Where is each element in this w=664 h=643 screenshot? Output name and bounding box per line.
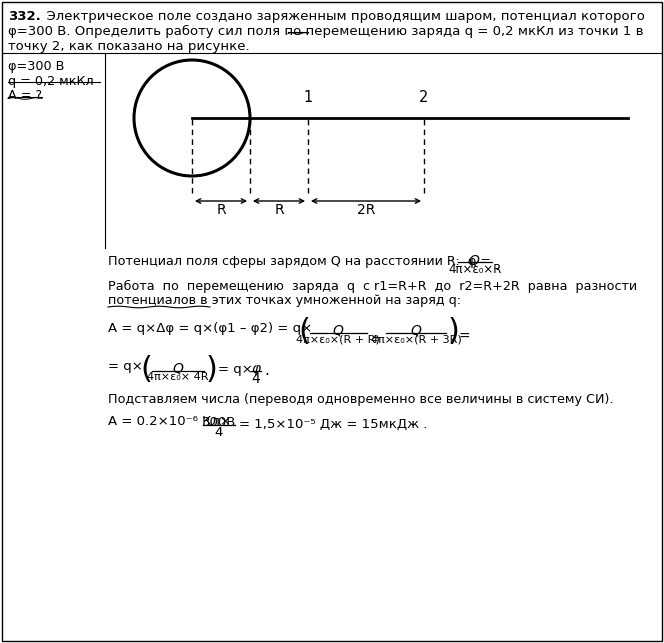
Text: .: . — [494, 258, 499, 273]
Text: 4π×ε₀×R: 4π×ε₀×R — [448, 263, 502, 276]
Text: 2R: 2R — [357, 203, 375, 217]
Text: 300В: 300В — [202, 416, 236, 429]
Text: =: = — [459, 330, 471, 344]
Text: 2: 2 — [419, 90, 429, 105]
Text: 4π×ε₀×(R + R): 4π×ε₀×(R + R) — [296, 334, 380, 344]
Text: q = 0,2 мкКл: q = 0,2 мкКл — [8, 75, 94, 88]
Text: .: . — [264, 363, 269, 378]
Text: потенциалов в этих точках умноженной на заряд q:: потенциалов в этих точках умноженной на … — [108, 294, 461, 307]
Text: Q: Q — [333, 324, 343, 338]
Text: Q: Q — [410, 324, 422, 338]
Text: 1: 1 — [303, 90, 313, 105]
Text: = q×: = q× — [108, 360, 143, 373]
Text: –: – — [372, 330, 380, 345]
Text: φ=300 В. Определить работу сил поля по перемещению заряда q = 0,2 мкКл из точки : φ=300 В. Определить работу сил поля по п… — [8, 25, 643, 38]
Text: Подставляем числа (переводя одновременно все величины в систему СИ).: Подставляем числа (переводя одновременно… — [108, 393, 614, 406]
Text: A = q×Δφ = q×(φ1 – φ2) = q×: A = q×Δφ = q×(φ1 – φ2) = q× — [108, 322, 312, 335]
Text: 4: 4 — [252, 372, 260, 386]
Text: точку 2, как показано на рисунке.: точку 2, как показано на рисунке. — [8, 40, 250, 53]
Text: φ: φ — [252, 362, 260, 376]
Text: Электрическое поле создано заряженным проводящим шаром, потенциал которого: Электрическое поле создано заряженным пр… — [38, 10, 645, 23]
Text: 4: 4 — [215, 426, 223, 439]
Text: 4π×ε₀× 4R: 4π×ε₀× 4R — [147, 372, 208, 382]
Text: R: R — [216, 203, 226, 217]
Text: (: ( — [298, 318, 310, 347]
Text: A = 0.2×10⁻⁶ Кл×: A = 0.2×10⁻⁶ Кл× — [108, 415, 231, 428]
Text: φ=300 В: φ=300 В — [8, 60, 64, 73]
Text: Потенциал поля сферы зарядом Q на расстоянии R:  φ =: Потенциал поля сферы зарядом Q на рассто… — [108, 255, 491, 268]
Text: R: R — [274, 203, 284, 217]
Text: ): ) — [448, 318, 460, 347]
Text: Q: Q — [469, 254, 479, 268]
Text: = q×: = q× — [218, 363, 253, 376]
Text: ): ) — [206, 356, 218, 385]
Text: 4π×ε₀×(R + 3R): 4π×ε₀×(R + 3R) — [371, 334, 461, 344]
Text: 332.: 332. — [8, 10, 41, 23]
Text: A = ?: A = ? — [8, 89, 42, 102]
Text: Q: Q — [173, 362, 183, 376]
Text: (: ( — [140, 356, 152, 385]
Text: = 1,5×10⁻⁵ Дж = 15мкДж .: = 1,5×10⁻⁵ Дж = 15мкДж . — [239, 418, 428, 431]
Text: Работа  по  перемещению  заряда  q  с r1=R+R  до  r2=R+2R  равна  разности: Работа по перемещению заряда q с r1=R+R … — [108, 280, 637, 293]
